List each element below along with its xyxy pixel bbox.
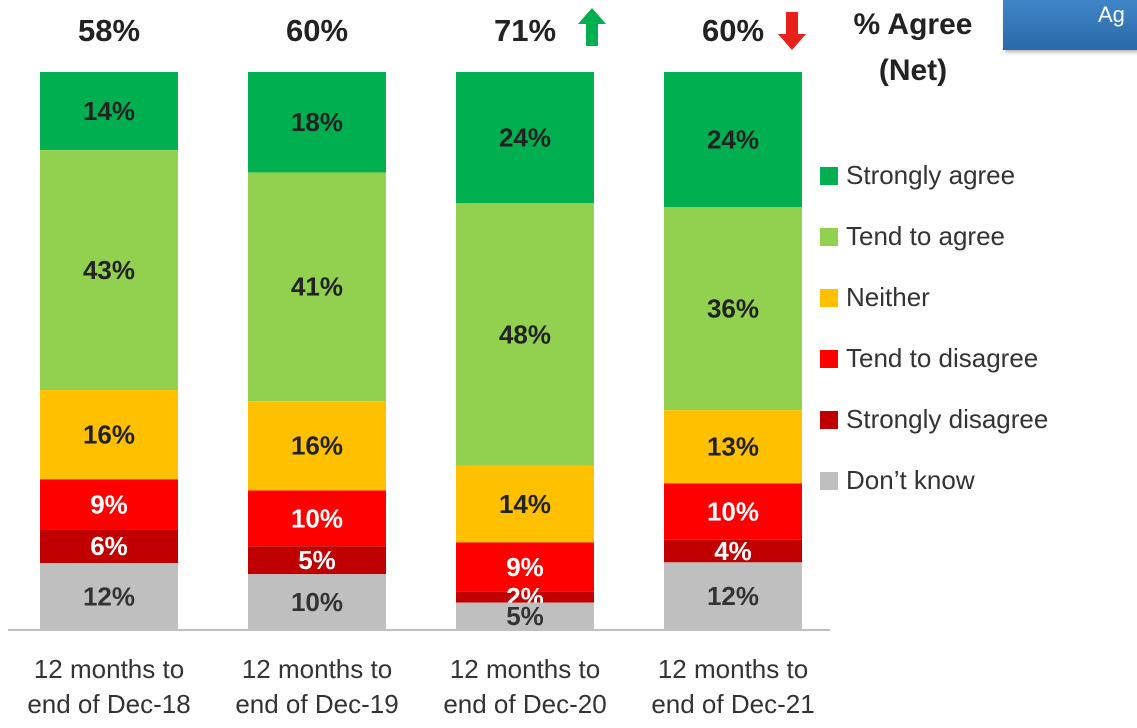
data-label: 9% bbox=[90, 489, 128, 519]
legend-swatch bbox=[820, 350, 838, 368]
bar-segment bbox=[664, 562, 802, 630]
data-label: 5% bbox=[298, 545, 336, 575]
bar-segment bbox=[664, 207, 802, 411]
bar-segment bbox=[248, 401, 386, 491]
data-label: 13% bbox=[707, 432, 759, 462]
data-label: 16% bbox=[83, 420, 135, 450]
total-label: 58% bbox=[78, 13, 140, 48]
legend-label: Tend to disagree bbox=[846, 343, 1038, 373]
data-label: 14% bbox=[83, 96, 135, 126]
legend-swatch bbox=[820, 167, 838, 185]
legend-title: % Agree (Net) bbox=[853, 8, 973, 87]
x-tick-label: 12 months to end of Dec-20 bbox=[443, 654, 607, 719]
up-arrow bbox=[578, 8, 606, 46]
bar-segment bbox=[456, 602, 594, 630]
data-label: 14% bbox=[499, 489, 551, 519]
legend-swatch bbox=[820, 472, 838, 490]
bar-segment bbox=[456, 465, 594, 543]
data-label: 4% bbox=[714, 536, 752, 566]
bar-segment bbox=[40, 529, 178, 564]
button[interactable]: Ag bbox=[1003, 0, 1137, 50]
data-label: 10% bbox=[291, 503, 343, 533]
data-label: 10% bbox=[291, 587, 343, 617]
bar-segment bbox=[456, 72, 594, 204]
legend-swatch bbox=[820, 228, 838, 246]
total-label: 60% bbox=[286, 13, 348, 48]
legend-swatch bbox=[820, 411, 838, 429]
bar-segment bbox=[248, 574, 386, 630]
bar-segment bbox=[456, 542, 594, 592]
bar-segment bbox=[40, 72, 178, 151]
data-label: 36% bbox=[707, 294, 759, 324]
data-label: 24% bbox=[707, 125, 759, 155]
bar-segment bbox=[664, 410, 802, 484]
bar-segment bbox=[248, 490, 386, 547]
data-label: 9% bbox=[506, 552, 544, 582]
data-label: 18% bbox=[291, 107, 343, 137]
data-label: 48% bbox=[499, 319, 551, 349]
down-arrow bbox=[778, 12, 806, 50]
bar-segment bbox=[40, 150, 178, 391]
total-label: 60% bbox=[702, 13, 764, 48]
x-tick-label: 12 months to end of Dec-18 bbox=[27, 654, 191, 719]
data-label: 16% bbox=[291, 431, 343, 461]
data-label: 5% bbox=[506, 601, 544, 631]
data-label: 12% bbox=[707, 581, 759, 611]
legend-label: Strongly agree bbox=[846, 160, 1015, 190]
legend-label: Don’t know bbox=[846, 465, 975, 495]
total-label: 71% bbox=[494, 13, 556, 48]
legend-label: Tend to agree bbox=[846, 221, 1005, 251]
x-tick-label: 12 months to end of Dec-19 bbox=[235, 654, 399, 719]
bar-segment bbox=[664, 483, 802, 540]
bar-segment bbox=[248, 172, 386, 402]
bar-segment bbox=[456, 203, 594, 466]
legend-label: Neither bbox=[846, 282, 930, 312]
bar-segment bbox=[664, 72, 802, 208]
data-label: 43% bbox=[83, 255, 135, 285]
data-label: 12% bbox=[83, 581, 135, 611]
legend-label: Strongly disagree bbox=[846, 404, 1048, 434]
x-tick-label: 12 months to end of Dec-21 bbox=[651, 654, 815, 719]
bar-segment bbox=[248, 72, 386, 173]
data-label: 6% bbox=[90, 531, 128, 561]
bar-segment bbox=[40, 390, 178, 480]
legend-swatch bbox=[820, 289, 838, 307]
bar-segment bbox=[248, 546, 386, 575]
button-label: Ag bbox=[1098, 2, 1125, 27]
bar-segment bbox=[664, 539, 802, 563]
bar-segment bbox=[456, 591, 594, 603]
data-label: 10% bbox=[707, 497, 759, 527]
bar-segment bbox=[40, 563, 178, 630]
data-label: 24% bbox=[499, 123, 551, 153]
bar-segment bbox=[40, 479, 178, 530]
data-label: 41% bbox=[291, 272, 343, 302]
